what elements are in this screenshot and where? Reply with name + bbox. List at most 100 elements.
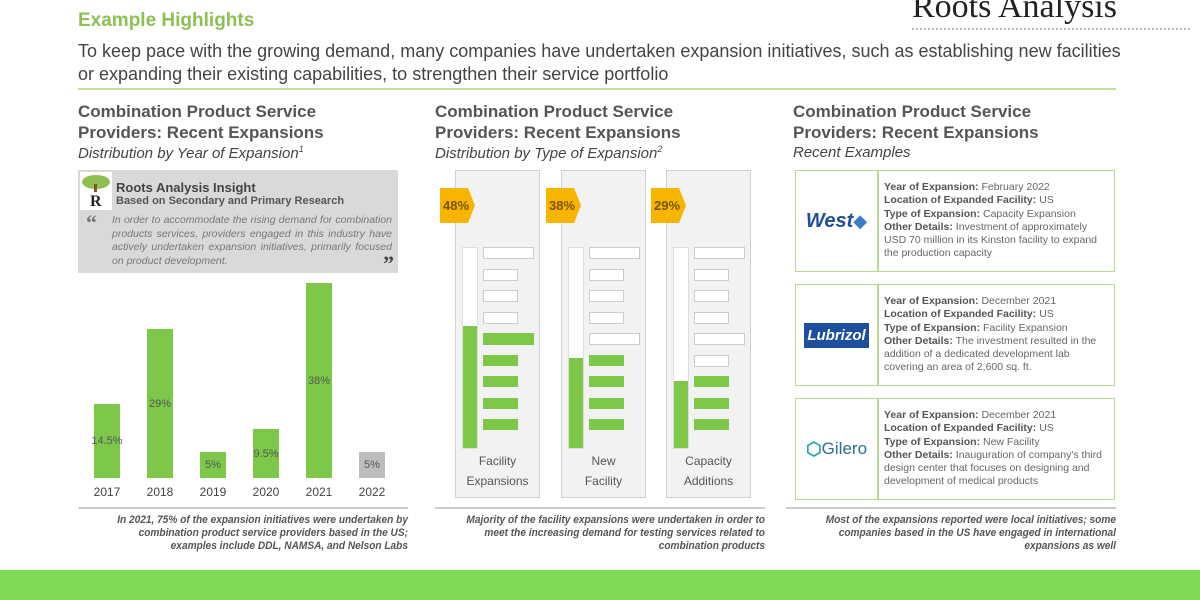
gauge-segment [483,268,518,281]
insight-subtitle: Based on Secondary and Primary Research [116,195,345,207]
gauge-segment [589,354,624,366]
percent-badge: 29% [651,188,686,223]
type-panel: 48% Facility Expansions [440,170,540,498]
type-label-line: Expansions [466,474,529,488]
header-rule [78,88,1116,90]
gauge-segment [483,333,534,345]
gauge-fill [463,325,477,448]
tree-logo-icon: R [80,172,112,210]
bar-value-label: 9.5% [253,447,279,460]
type-label-line: Facility [584,474,623,488]
column-subheading: Recent Examples [793,144,911,161]
column-header-2: Combination Product Service Providers: R… [435,101,735,162]
logo-divider [912,28,1190,30]
x-tick-label: 2021 [305,485,333,499]
type-panel: 38% New Facility [546,170,646,498]
bar-2018 [147,329,173,478]
column-subheading: Distribution by Year of Expansion1 [78,144,304,162]
gauge-segment [694,419,729,430]
gauge-segment [589,247,640,259]
type-label-line: Capacity [685,454,732,468]
roots-analysis-logo: Roots Analysis [912,0,1117,25]
example-card-gilero: ⬡ Gilero Year of Expansion: December 2021… [795,398,1115,500]
bar-value-label: 5% [364,459,380,472]
insight-box: R Roots Analysis Insight Based on Second… [78,170,398,276]
example-card-lubrizol: Lubrizol Year of Expansion: December 202… [795,284,1115,386]
gauge-segment [483,354,518,366]
column-header-3: Combination Product Service Providers: R… [793,101,1093,161]
gilero-logo: ⬡ Gilero [796,399,879,499]
example-details: Year of Expansion: February 2022 Locatio… [884,181,1098,260]
fill-gauge [673,247,689,449]
column-heading: Combination Product Service Providers: R… [793,102,1039,142]
gauge-segment [483,290,518,302]
divider [78,507,408,509]
page-subtitle: To keep pace with the growing demand, ma… [78,41,1121,84]
gauge-segment [694,247,745,259]
percent-badge: 48% [440,188,475,223]
year-bar-chart: 14.5% 2017 29% 2018 5% 2019 9.5% 2020 38% 2021 5% 2… [78,270,408,500]
column-note-3: Most of the expansions reported were loc… [825,514,1116,552]
west-logo: West ◆ [796,171,879,271]
gauge-segment [694,290,729,302]
gauge-segment [483,397,518,409]
gauge-fill [569,358,583,448]
gauge-segment [589,333,640,345]
bar-2017 [94,403,120,478]
x-tick-label: 2022 [358,485,386,499]
example-details: Year of Expansion: December 2021 Locatio… [884,295,1097,374]
type-label-line: New [591,454,616,468]
gauge-segment [589,397,624,409]
bar-value-label: 5% [205,459,221,472]
column-heading: Combination Product Service Providers: R… [78,102,324,142]
gauge-segment [694,268,729,281]
type-label: Facility Expansions [456,451,539,491]
divider [786,507,1116,509]
x-tick-label: 2019 [199,485,227,499]
example-details: Year of Expansion: December 2021 Locatio… [884,409,1102,488]
gauge-segment [589,376,624,387]
insight-quote: In order to accommodate the rising deman… [112,214,392,267]
lubrizol-logo: Lubrizol [796,285,879,385]
percent-badge: 38% [546,188,581,223]
gauge-segment [694,397,729,409]
gauge-segment [483,311,518,324]
type-panel: 29% Capacity Additions [651,170,751,498]
type-label: New Facility [562,451,645,491]
gauge-segment [483,247,534,259]
x-tick-label: 2017 [93,485,121,499]
gauge-fill [674,380,688,448]
divider [435,507,765,509]
footer-band [0,570,1200,600]
type-label-line: Additions [683,474,734,488]
gauge-segment [483,376,518,387]
bar-2022 [359,452,385,478]
bar-2020 [253,429,279,478]
bar-2021 [306,283,332,478]
fill-gauge [568,247,584,449]
svg-text:R: R [90,193,102,210]
close-quote-icon: ” [383,251,394,276]
insight-title: Roots Analysis Insight [116,180,256,195]
column-note-1: In 2021, 75% of the expansion initiative… [117,514,408,552]
bar-2019 [200,452,226,478]
type-label-line: Facility [478,454,517,468]
column-header-1: Combination Product Service Providers: R… [78,101,378,162]
gauge-segment [694,311,729,324]
column-note-2: Majority of the facility expansions were… [466,514,765,552]
bar-value-label: 29% [148,397,172,410]
type-label: Capacity Additions [667,451,750,491]
open-quote-icon: “ [86,210,97,235]
bar-value-label: 38% [307,374,331,387]
column-subheading: Distribution by Type of Expansion2 [435,144,663,162]
gauge-segment [589,268,624,281]
gauge-segment [589,311,624,324]
gauge-segment [694,354,729,367]
page-title: Example Highlights [78,10,255,31]
bar-value-label: 14.5% [91,434,123,447]
gauge-segment [694,333,745,345]
gauge-segment [694,376,729,387]
fill-gauge [462,247,478,449]
x-tick-label: 2020 [252,485,280,499]
gauge-segment [483,419,518,430]
